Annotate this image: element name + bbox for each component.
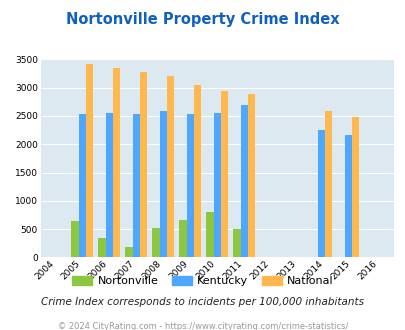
Bar [344,135,351,257]
Bar [194,85,200,257]
Bar [324,111,332,257]
Bar [179,220,186,257]
Text: © 2024 CityRating.com - https://www.cityrating.com/crime-statistics/: © 2024 CityRating.com - https://www.city… [58,322,347,330]
Bar [166,76,174,257]
Text: Crime Index corresponds to incidents per 100,000 inhabitants: Crime Index corresponds to incidents per… [41,297,364,307]
Bar [113,68,120,257]
Bar [186,114,194,257]
Bar [105,113,113,257]
Bar [86,64,93,257]
Bar [206,212,213,257]
Bar [159,111,166,257]
Bar [213,113,220,257]
Bar [351,116,358,257]
Bar [233,229,240,257]
Bar [71,221,79,257]
Bar [317,130,324,257]
Bar [125,248,132,257]
Bar [132,114,140,257]
Bar [98,238,105,257]
Legend: Nortonville, Kentucky, National: Nortonville, Kentucky, National [67,271,338,290]
Bar [240,105,247,257]
Text: Nortonville Property Crime Index: Nortonville Property Crime Index [66,12,339,26]
Bar [220,90,228,257]
Bar [152,228,159,257]
Bar [140,72,147,257]
Bar [247,94,254,257]
Bar [79,114,86,257]
